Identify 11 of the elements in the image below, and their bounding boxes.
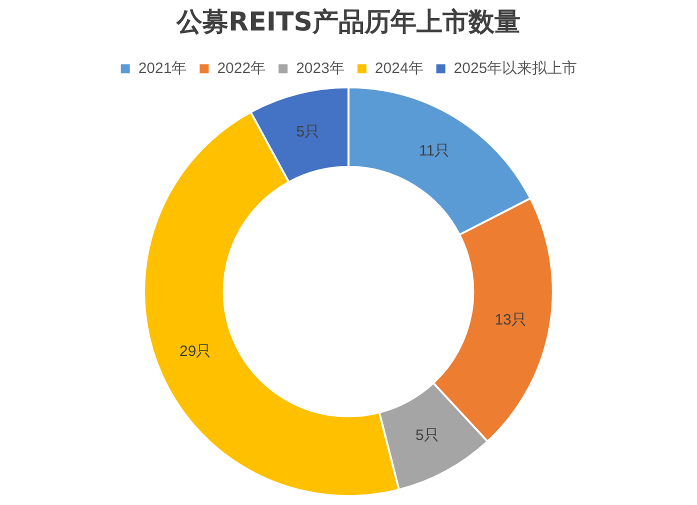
data-label: 13只 bbox=[494, 311, 526, 328]
data-label: 29只 bbox=[179, 342, 212, 360]
data-label: 11只 bbox=[419, 142, 450, 160]
legend-label: 2025年以来拟上市 bbox=[454, 60, 578, 77]
legend-label: 2023年 bbox=[296, 60, 344, 77]
data-label: 5只 bbox=[416, 427, 439, 444]
legend-label: 2022年 bbox=[217, 60, 266, 77]
chart-title: 公募REITS产品历年上市数量 bbox=[176, 7, 520, 38]
data-label: 5只 bbox=[296, 123, 320, 140]
legend-label: 2021年 bbox=[138, 60, 187, 77]
legend-label: 2024年 bbox=[374, 60, 424, 77]
